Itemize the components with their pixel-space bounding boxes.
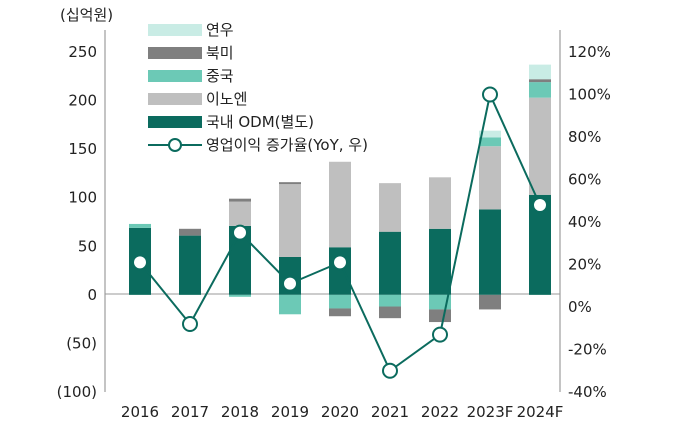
x-tick-label: 2016 — [121, 403, 159, 421]
x-tick-label: 2022 — [421, 403, 459, 421]
unit-label: (십억원) — [60, 6, 113, 24]
legend-label: 북미 — [206, 44, 234, 62]
bar-segment — [429, 228, 451, 295]
left-tick-label: (100) — [57, 383, 97, 401]
right-tick-label: 80% — [568, 128, 601, 146]
bar-segment — [429, 309, 451, 323]
bar-segment — [529, 194, 551, 295]
bar-segment — [429, 177, 451, 229]
right-tick-label: 0% — [568, 298, 592, 316]
bar-segment — [129, 223, 151, 228]
right-tick-label: 120% — [568, 43, 611, 61]
bar-segment — [529, 79, 551, 83]
growth-point — [232, 224, 248, 241]
legend-swatch — [148, 47, 202, 59]
growth-point — [182, 316, 198, 332]
right-tick-label: -20% — [568, 341, 607, 359]
bar-segment — [479, 209, 501, 295]
growth-point — [532, 197, 548, 213]
legend-label: 이노엔 — [206, 90, 247, 108]
bar-segment — [379, 294, 401, 307]
left-tick-label: (50) — [66, 334, 97, 352]
bar-segment — [279, 184, 301, 257]
bar-segment — [329, 308, 351, 317]
bar-segment — [529, 97, 551, 195]
bar-segment — [529, 64, 551, 80]
legend-label: 영업이익 증가율(YoY, 우) — [206, 136, 368, 154]
x-tick-label: 2020 — [321, 403, 359, 421]
bar-segment — [479, 137, 501, 147]
bar-segment — [479, 146, 501, 210]
x-tick-label: 2021 — [371, 403, 409, 421]
left-tick-label: 150 — [68, 140, 97, 158]
bar-segment — [279, 294, 301, 315]
left-tick-label: 50 — [78, 237, 97, 255]
bar-segment — [379, 183, 401, 232]
x-tick-label: 2024F — [517, 403, 564, 421]
legend-swatch — [148, 93, 202, 105]
left-tick-label: 100 — [68, 189, 97, 207]
left-tick-labels: 250 200 150 100 50 0 (50) (100) — [57, 43, 97, 401]
right-tick-label: 100% — [568, 86, 611, 104]
growth-point — [382, 362, 398, 379]
left-tick-label: 250 — [68, 43, 97, 61]
growth-point — [332, 254, 348, 271]
bar-segment — [379, 231, 401, 295]
right-tick-label: 40% — [568, 213, 601, 231]
legend-swatch — [148, 116, 202, 128]
left-tick-label: 0 — [87, 286, 97, 304]
x-tick-label: 2023F — [467, 403, 514, 421]
bar-segment — [179, 228, 201, 236]
bar-segment — [229, 198, 251, 202]
right-tick-labels: 120% 100% 80% 60% 40% 20% 0% -20% -40% — [568, 43, 611, 401]
bar-segment — [229, 201, 251, 226]
growth-point — [432, 326, 448, 343]
right-tick-label: -40% — [568, 383, 607, 401]
bar-segment — [529, 82, 551, 98]
bar-segment — [479, 130, 501, 138]
right-tick-label: 60% — [568, 171, 601, 189]
bar-segment — [179, 235, 201, 295]
bar-segment — [479, 294, 501, 310]
growth-point — [132, 254, 148, 271]
legend-swatch — [148, 24, 202, 36]
x-tick-labels: 2016 2017 2018 2019 2020 2021 2022 2023F 2024F — [121, 403, 564, 421]
x-tick-label: 2018 — [221, 403, 259, 421]
left-tick-label: 200 — [68, 92, 97, 110]
bar-segment — [229, 294, 251, 297]
x-tick-label: 2017 — [171, 403, 209, 421]
legend-label: 중국 — [206, 67, 234, 85]
bar-segment — [279, 182, 301, 185]
legend-swatch — [148, 70, 202, 82]
legend-marker — [168, 138, 182, 152]
growth-point — [482, 86, 498, 103]
x-tick-label: 2019 — [271, 403, 309, 421]
legend-label: 연우 — [206, 21, 234, 39]
legend-label: 국내 ODM(별도) — [206, 113, 314, 131]
bar-segment — [329, 161, 351, 248]
right-tick-label: 20% — [568, 256, 601, 274]
bar-segment — [379, 306, 401, 319]
line-series — [132, 86, 548, 379]
bar-segment — [329, 294, 351, 309]
growth-point — [282, 275, 298, 292]
